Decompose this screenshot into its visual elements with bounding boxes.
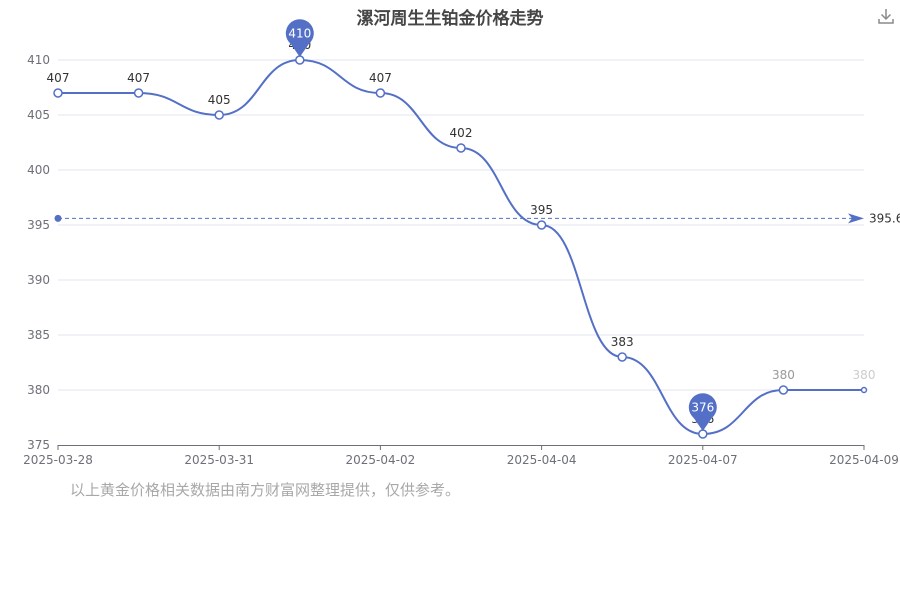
marker-pins: 410 376 [285,19,717,431]
data-label: 407 [47,71,70,85]
x-tick-label: 2025-04-02 [346,453,416,467]
min-marker-label: 376 [691,401,714,415]
line-chart: 375 380 385 390 395 400 405 410 2025-03-28 2025-0… [23,19,900,467]
y-tick-label: 385 [27,328,50,342]
data-point [214,110,224,120]
series-group [53,55,868,439]
y-tick-label: 410 [27,53,50,67]
y-tick-label: 395 [27,218,50,232]
data-point [295,55,305,65]
data-point [536,220,547,230]
data-point [617,352,627,362]
y-tick-label: 380 [27,383,50,397]
y-tick-label: 400 [27,163,50,177]
data-point [778,385,789,395]
data-point [860,386,868,394]
x-tick-label: 2025-04-04 [507,453,577,467]
y-tick-label: 405 [27,108,50,122]
data-label: 407 [369,71,392,85]
footnote: 以上黄金价格相关数据由南方财富网整理提供，仅供参考。 [70,481,461,499]
data-label: 380 [772,368,795,382]
y-tick-label: 375 [27,438,50,452]
download-icon[interactable] [876,6,896,26]
chart-title: 漯河周生生铂金价格走势 [356,9,544,29]
data-point [53,88,63,98]
data-point [133,88,144,98]
data-label: 405 [208,93,231,107]
x-tick-label: 2025-04-07 [668,453,738,467]
mean-line-label: 395.6 [869,211,900,225]
data-label: 380 [853,368,876,382]
x-tick-label: 2025-03-28 [23,453,93,467]
data-point [456,143,466,153]
min-marker-pin [688,393,717,431]
mean-line-group: 395.6 [54,211,900,225]
data-label: 402 [450,126,473,140]
data-point [375,88,386,98]
x-tick-label: 2025-03-31 [184,453,254,467]
mean-line-arrow [848,213,864,224]
max-marker-label: 410 [288,27,311,41]
data-point [698,429,708,439]
grid-lines [58,59,864,391]
data-label: 383 [611,335,634,349]
data-labels: 407407405410407402395383376380380 [47,38,876,426]
x-tick-label: 2025-04-09 [829,453,899,467]
data-label: 407 [127,71,150,85]
data-label: 395 [530,203,553,217]
axes: 375 380 385 390 395 400 405 410 2025-03-28 2025-0… [23,53,899,467]
series-line [58,58,864,436]
max-marker-pin [285,19,314,57]
y-tick-label: 390 [27,273,50,287]
